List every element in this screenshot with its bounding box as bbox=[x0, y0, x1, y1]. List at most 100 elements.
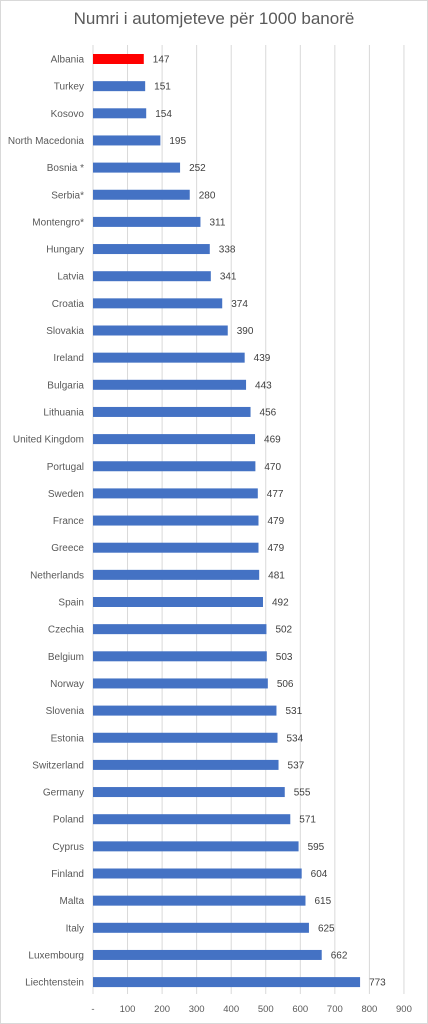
data-label: 502 bbox=[275, 625, 292, 636]
x-tick-label: 100 bbox=[120, 1004, 136, 1015]
data-label: 604 bbox=[311, 869, 328, 880]
category-label: France bbox=[53, 516, 85, 527]
bar bbox=[93, 434, 256, 445]
data-label: 311 bbox=[209, 217, 225, 228]
category-label: Bosnia * bbox=[47, 163, 84, 174]
data-label: 625 bbox=[318, 923, 335, 934]
category-label: Albania bbox=[51, 55, 85, 66]
data-label: 456 bbox=[260, 407, 277, 418]
bar bbox=[93, 814, 291, 825]
bar bbox=[93, 189, 190, 200]
bar bbox=[93, 787, 285, 798]
data-label: 374 bbox=[231, 299, 248, 310]
bar bbox=[93, 135, 161, 146]
data-label: 773 bbox=[369, 978, 386, 989]
bar bbox=[93, 406, 251, 417]
data-label: 151 bbox=[154, 82, 171, 93]
data-label: 252 bbox=[189, 163, 206, 174]
category-label: Liechtenstein bbox=[25, 978, 84, 989]
x-tick-label: 200 bbox=[154, 1004, 170, 1015]
category-label: Germany bbox=[43, 788, 84, 799]
data-label: 470 bbox=[264, 462, 281, 473]
x-tick-label: 400 bbox=[223, 1004, 239, 1015]
bar bbox=[93, 868, 302, 879]
category-label: Latvia bbox=[57, 272, 84, 283]
bar bbox=[93, 488, 258, 499]
bar bbox=[93, 54, 144, 64]
bar bbox=[93, 678, 268, 689]
data-label: 341 bbox=[220, 272, 237, 283]
x-tick-label: 500 bbox=[258, 1004, 274, 1015]
data-label: 481 bbox=[268, 570, 285, 581]
category-label: Montengro* bbox=[32, 217, 84, 228]
bar bbox=[93, 569, 260, 580]
bar bbox=[93, 542, 259, 553]
category-label: Malta bbox=[60, 896, 85, 907]
category-label: Switzerland bbox=[32, 760, 84, 771]
data-label: 479 bbox=[267, 516, 284, 527]
category-label: Lithuania bbox=[43, 407, 84, 418]
category-label: United Kingdom bbox=[13, 435, 84, 446]
bar bbox=[93, 216, 201, 227]
category-label: Cyprus bbox=[52, 842, 84, 853]
bar bbox=[93, 81, 146, 92]
category-label: Portugal bbox=[47, 462, 84, 473]
category-label: Turkey bbox=[54, 82, 84, 93]
data-label: 338 bbox=[219, 245, 236, 256]
x-tick-label: 600 bbox=[292, 1004, 308, 1015]
bar bbox=[93, 841, 299, 852]
bar bbox=[93, 244, 210, 255]
data-label: 439 bbox=[254, 353, 271, 364]
data-label: 443 bbox=[255, 380, 272, 391]
bar bbox=[93, 895, 306, 906]
data-label: 615 bbox=[314, 896, 331, 907]
bar bbox=[93, 352, 245, 363]
category-label: North Macedonia bbox=[8, 136, 85, 147]
bar bbox=[93, 162, 181, 173]
category-label: Italy bbox=[66, 923, 84, 934]
bar bbox=[93, 379, 247, 390]
data-label: 154 bbox=[155, 109, 172, 120]
data-label: 571 bbox=[299, 815, 316, 826]
bar bbox=[93, 977, 361, 988]
bar bbox=[93, 732, 278, 743]
bar bbox=[93, 515, 259, 526]
data-label: 477 bbox=[267, 489, 284, 500]
category-label: Norway bbox=[50, 679, 84, 690]
data-label: 195 bbox=[169, 136, 186, 147]
bar bbox=[93, 624, 267, 635]
category-label: Croatia bbox=[52, 299, 85, 310]
category-label: Belgium bbox=[48, 652, 84, 663]
category-label: Estonia bbox=[51, 733, 85, 744]
bar bbox=[93, 597, 263, 607]
data-label: 469 bbox=[264, 435, 281, 446]
data-label: 531 bbox=[285, 706, 302, 717]
bar bbox=[93, 922, 309, 933]
data-label: 662 bbox=[331, 950, 348, 961]
bar bbox=[93, 461, 256, 472]
chart-title: Numri i automjeteve për 1000 banorë bbox=[73, 9, 355, 28]
data-label: 555 bbox=[294, 788, 311, 799]
category-label: Serbia* bbox=[51, 190, 84, 201]
data-label: 503 bbox=[276, 652, 293, 663]
x-tick-label: 300 bbox=[189, 1004, 205, 1015]
bar bbox=[93, 325, 228, 336]
category-label: Spain bbox=[58, 598, 84, 609]
bar bbox=[93, 108, 147, 119]
category-label: Slovenia bbox=[46, 706, 85, 717]
bar bbox=[93, 271, 211, 282]
bar bbox=[93, 705, 277, 716]
category-label: Hungary bbox=[46, 245, 84, 256]
category-label: Finland bbox=[51, 869, 84, 880]
data-label: 479 bbox=[267, 543, 284, 554]
bar bbox=[93, 759, 279, 770]
data-label: 147 bbox=[153, 55, 170, 66]
category-label: Czechia bbox=[48, 625, 85, 636]
data-label: 280 bbox=[199, 190, 216, 201]
category-label: Sweden bbox=[48, 489, 84, 500]
category-label: Poland bbox=[53, 815, 84, 826]
bar bbox=[93, 298, 223, 309]
category-label: Ireland bbox=[53, 353, 84, 364]
